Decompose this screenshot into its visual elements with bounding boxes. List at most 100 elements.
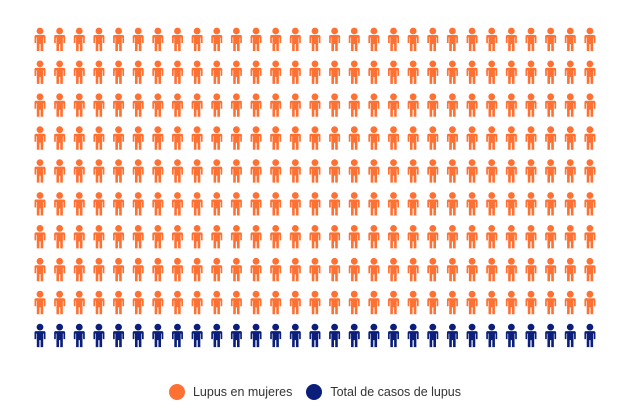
- person-icon: [93, 27, 105, 51]
- person-icon: [289, 192, 301, 216]
- person-icon: [191, 159, 203, 183]
- person-icon: [171, 290, 183, 315]
- person-icon: [407, 290, 419, 315]
- person-icon: [505, 257, 517, 282]
- person-icon: [545, 192, 557, 216]
- person-icon: [427, 290, 439, 315]
- person-icon: [152, 27, 164, 51]
- person-icon: [289, 290, 301, 315]
- person-icon: [211, 27, 223, 51]
- person-icon: [34, 60, 46, 84]
- person-icon: [309, 126, 321, 150]
- person-icon: [584, 126, 596, 150]
- person-icon: [73, 192, 85, 216]
- legend-label-women: Lupus en mujeres: [192, 385, 293, 399]
- person-icon: [446, 323, 458, 348]
- person-icon: [329, 27, 341, 51]
- person-icon: [545, 225, 557, 249]
- person-icon: [250, 126, 262, 150]
- person-icon: [564, 126, 576, 150]
- person-icon: [545, 93, 557, 117]
- person-icon: [73, 257, 85, 282]
- person-icon: [93, 323, 105, 348]
- person-icon: [466, 93, 478, 117]
- person-icon: [93, 159, 105, 183]
- person-icon: [191, 93, 203, 117]
- person-icon: [191, 192, 203, 216]
- person-icon: [309, 159, 321, 183]
- person-icon: [427, 192, 439, 216]
- person-icon: [388, 290, 400, 315]
- person-icon: [388, 225, 400, 249]
- person-icon: [289, 126, 301, 150]
- person-icon: [564, 225, 576, 249]
- person-icon: [250, 60, 262, 84]
- person-icon: [486, 126, 498, 150]
- person-icon: [270, 290, 282, 315]
- person-icon: [152, 93, 164, 117]
- person-icon: [309, 290, 321, 315]
- person-icon: [486, 60, 498, 84]
- person-icon: [309, 27, 321, 51]
- person-icon: [525, 27, 537, 51]
- person-icon: [54, 159, 66, 183]
- person-icon: [54, 323, 66, 348]
- person-icon: [486, 159, 498, 183]
- person-icon: [309, 257, 321, 282]
- person-icon: [446, 27, 458, 51]
- person-icon: [329, 60, 341, 84]
- person-icon: [388, 192, 400, 216]
- person-icon: [270, 93, 282, 117]
- person-icon: [270, 27, 282, 51]
- person-icon: [191, 225, 203, 249]
- person-icon: [211, 60, 223, 84]
- person-icon: [329, 225, 341, 249]
- person-icon: [171, 126, 183, 150]
- person-icon: [368, 192, 380, 216]
- person-icon: [388, 27, 400, 51]
- person-icon: [407, 323, 419, 348]
- person-icon: [171, 159, 183, 183]
- person-icon: [289, 323, 301, 348]
- person-icon: [152, 257, 164, 282]
- person-icon: [486, 192, 498, 216]
- person-icon: [211, 192, 223, 216]
- person-icon: [211, 290, 223, 315]
- legend-swatch-total: [306, 384, 323, 400]
- person-icon: [407, 159, 419, 183]
- person-icon: [113, 290, 125, 315]
- legend: Lupus en mujeres Total de casos de lupus: [0, 384, 630, 400]
- person-icon: [54, 290, 66, 315]
- person-icon: [132, 60, 144, 84]
- person-icon: [564, 93, 576, 117]
- person-icon: [191, 126, 203, 150]
- person-icon: [407, 93, 419, 117]
- person-icon: [505, 323, 517, 348]
- legend-label-total: Total de casos de lupus: [330, 385, 461, 399]
- legend-swatch-women: [168, 384, 185, 400]
- person-icon: [348, 257, 360, 282]
- person-icon: [93, 60, 105, 84]
- person-icon: [368, 159, 380, 183]
- person-icon: [545, 159, 557, 183]
- person-icon: [584, 323, 596, 348]
- legend-item-women[interactable]: Lupus en mujeres: [168, 384, 293, 400]
- person-icon: [427, 323, 439, 348]
- person-icon: [388, 93, 400, 117]
- person-icon: [211, 159, 223, 183]
- person-icon: [348, 126, 360, 150]
- person-icon: [388, 60, 400, 84]
- pictogram-grid: [34, 27, 596, 348]
- person-icon: [34, 290, 46, 315]
- person-icon: [545, 257, 557, 282]
- person-icon: [270, 60, 282, 84]
- person-icon: [152, 159, 164, 183]
- person-icon: [505, 290, 517, 315]
- person-icon: [427, 93, 439, 117]
- person-icon: [132, 159, 144, 183]
- person-icon: [113, 225, 125, 249]
- person-icon: [545, 126, 557, 150]
- person-icon: [407, 225, 419, 249]
- person-icon: [525, 60, 537, 84]
- legend-item-total[interactable]: Total de casos de lupus: [306, 384, 461, 400]
